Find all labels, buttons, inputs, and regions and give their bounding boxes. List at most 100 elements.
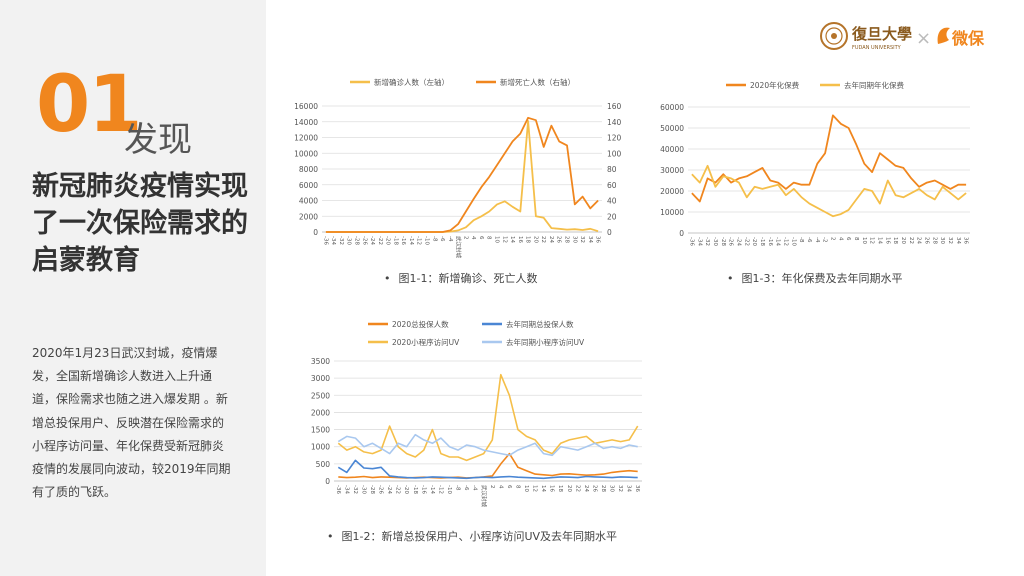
chart2-caption: • 图1-2：新增总投保用户、小程序访问UV及去年同期水平: [327, 530, 618, 543]
x-tick-label: -18: [759, 237, 765, 246]
x-tick-label: 8: [514, 485, 520, 489]
x-tick-label: -20: [751, 237, 757, 246]
x-tick-label: -28: [720, 237, 726, 246]
y-tick-label: 0: [313, 228, 318, 237]
legend-label: 去年同期总投保人数: [506, 319, 574, 329]
x-tick-label: 24: [548, 236, 554, 243]
x-tick-label: -10: [446, 485, 452, 494]
x-tick-label: 14: [509, 236, 515, 243]
x-tick-label: -36: [335, 485, 341, 494]
legend-label: 新增死亡人数（右轴）: [500, 77, 575, 87]
weibao-logo-icon: [937, 27, 950, 44]
chart3-caption-text: 图1-3：年化保费及去年同期水平: [741, 272, 903, 285]
x-tick-label: 武汉封城: [455, 236, 463, 259]
series-line: [325, 116, 599, 233]
legend: 2020总投保人数 去年同期总投保人数 2020小程序访问UV 去年同期小程序访问UV: [368, 319, 585, 347]
x-tick-label: -8: [798, 237, 804, 243]
y-tick-label: 8000: [299, 165, 318, 174]
x-tick-label: 32: [947, 237, 953, 244]
y2-tick-label: 100: [607, 149, 622, 158]
x-tick-label: -20: [403, 485, 409, 494]
x-tick-label: 22: [574, 485, 580, 492]
x-tick-label: -10: [424, 236, 430, 245]
y-tick-label: 12000: [294, 134, 318, 143]
x-tick-label: -12: [437, 485, 443, 494]
x-tick-label: -4: [814, 237, 820, 243]
series-line: [337, 433, 638, 457]
legend: 2020年化保费 去年同期年化保费: [726, 80, 904, 90]
x-tick-label: 16: [549, 485, 555, 492]
legend-label: 新增确诊人数（左轴）: [374, 77, 449, 87]
x-tick-label: 2: [489, 485, 495, 489]
x-tick-label: 武汉封城: [480, 485, 488, 508]
x-tick-label: -28: [369, 485, 375, 494]
chart-insured-uv: 2020总投保人数 去年同期总投保人数 2020小程序访问UV 去年同期小程序访问UV…: [311, 319, 642, 508]
chart-annual-premium: 2020年化保费 去年同期年化保费 0 10000 20000 30000 40000 500…: [660, 80, 970, 246]
x-tick-label: 34: [587, 236, 593, 243]
series-line: [691, 164, 967, 218]
x-tick-label: -30: [712, 237, 718, 246]
y2-tick-label: 80: [607, 165, 617, 174]
y-tick-label: 50000: [660, 124, 684, 133]
x-tick-label: -4: [472, 485, 478, 491]
x-tick-label: -26: [378, 485, 384, 494]
section-subtitle: 发现: [124, 120, 192, 160]
x-tick-label: -34: [343, 485, 349, 494]
x-tick-label: -34: [696, 237, 702, 246]
x-tick-label: 28: [600, 485, 606, 492]
x-tick-label: -34: [330, 236, 336, 245]
y-tick-label: 4000: [299, 197, 318, 206]
legend-label: 2020年化保费: [750, 80, 800, 90]
chart3-caption: • 图1-3：年化保费及去年同期水平: [727, 272, 903, 285]
chart1-caption: • 图1-1：新增确诊、死亡人数: [384, 272, 538, 285]
y-tick-label: 2000: [311, 408, 330, 417]
x-tick-label: -18: [412, 485, 418, 494]
x-tick-label: 18: [525, 236, 531, 243]
x-tick-label: 16: [884, 237, 890, 244]
x-tick-label: -36: [322, 236, 328, 245]
x-tick-label: 32: [579, 236, 585, 243]
x-tick-label: 4: [497, 485, 503, 489]
y-tick-label: 0: [325, 477, 330, 486]
x-tick-label: -30: [360, 485, 366, 494]
x-tick-label: -26: [361, 236, 367, 245]
fudan-en-logo: FUDAN UNIVERSITY: [852, 45, 902, 51]
legend: 新增确诊人数（左轴） 新增死亡人数（右轴）: [350, 77, 575, 87]
x-tick-label: 30: [571, 236, 577, 243]
x-tick-label: 12: [501, 236, 507, 243]
x-tick-label: 26: [591, 485, 597, 492]
x-tick-label: 10: [861, 237, 867, 244]
x-tick-label: -32: [352, 485, 358, 494]
series-line: [691, 114, 967, 203]
x-tick-label: 8: [486, 236, 492, 240]
x-tick-label: -24: [386, 485, 392, 494]
weibao-logo-text: 微保: [951, 29, 985, 48]
x-tick-label: -30: [346, 236, 352, 245]
x-tick-label: 32: [617, 485, 623, 492]
x-tick-label: 28: [931, 237, 937, 244]
x-tick-label: 24: [583, 485, 589, 492]
x-tick-label: 10: [494, 236, 500, 243]
x-tick-label: 30: [939, 237, 945, 244]
x-tick-label: 6: [478, 236, 484, 240]
y-tick-label: 16000: [294, 102, 318, 111]
x-tick-label: -14: [408, 236, 414, 245]
x-tick-label: -14: [775, 237, 781, 246]
x-tick-label: 18: [892, 237, 898, 244]
x-tick-label: 24: [916, 237, 922, 244]
legend-label: 2020总投保人数: [392, 319, 449, 329]
x-tick-label: 14: [876, 237, 882, 244]
headline: 新冠肺炎疫情实现了一次保险需求的启蒙教育: [32, 171, 248, 276]
y2-tick-label: 160: [607, 102, 622, 111]
x-tick-label: 8: [853, 237, 859, 241]
y-tick-label: 10000: [660, 208, 684, 217]
x-tick-label: 20: [532, 236, 538, 243]
y-tick-label: 1500: [311, 426, 330, 435]
y-tick-label: 500: [316, 460, 331, 469]
x-tick-label: 12: [532, 485, 538, 492]
y-tick-label: 10000: [294, 149, 318, 158]
x-tick-label: -22: [377, 236, 383, 245]
y-tick-label: 0: [679, 229, 684, 238]
x-tick-label: -18: [392, 236, 398, 245]
x-tick-label: -12: [782, 237, 788, 246]
